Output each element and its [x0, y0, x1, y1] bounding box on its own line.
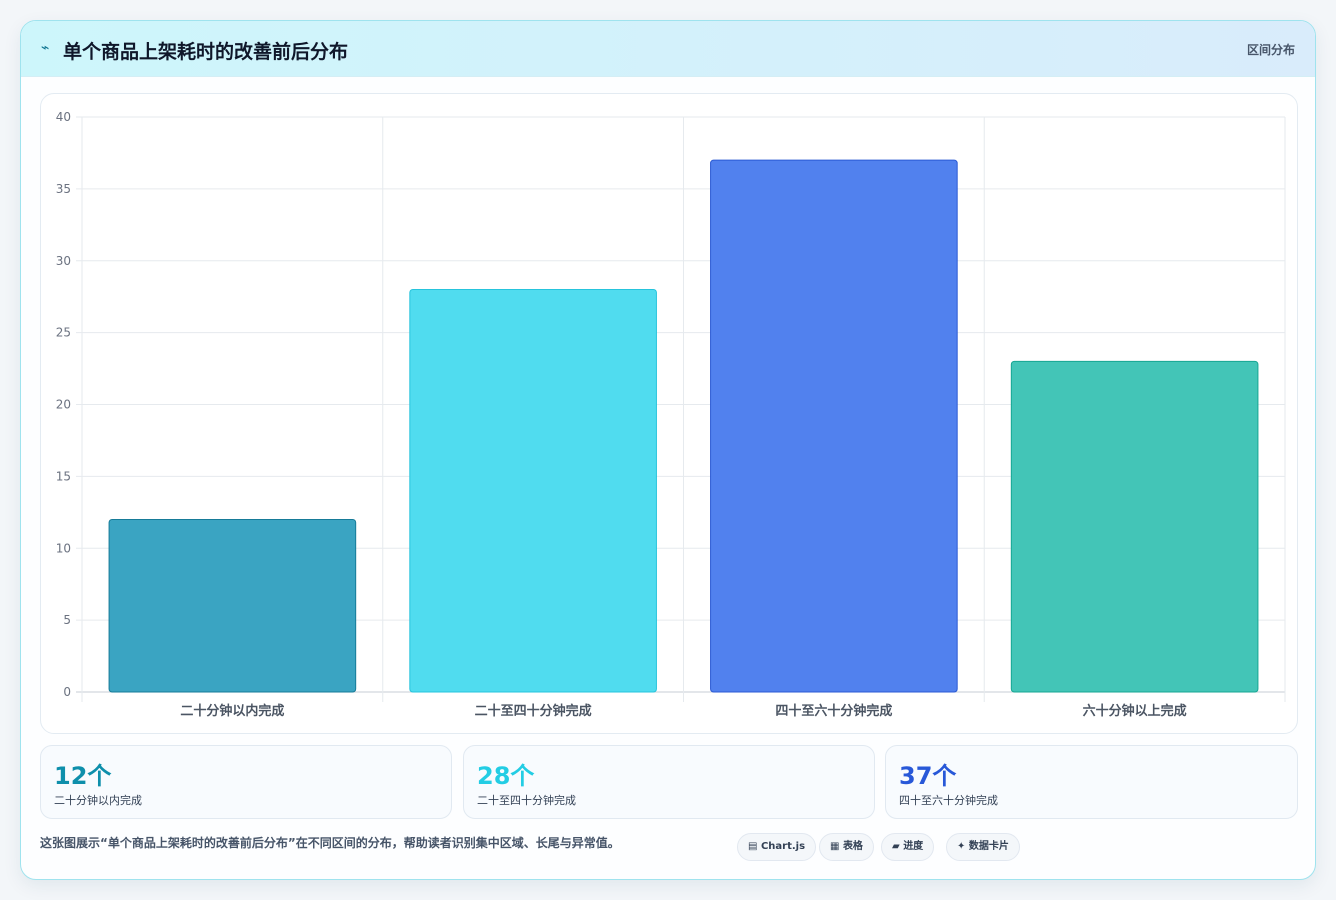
sparkle-icon: ✦ [957, 841, 966, 852]
chart-description: 这张图展示“单个商品上架耗时的改善前后分布”在不同区间的分布，帮助读者识别集中区… [40, 836, 620, 850]
stat-value: 12个 [54, 762, 112, 790]
stat-label: 二十分钟以内完成 [54, 794, 142, 807]
x-tick-label: 二十分钟以内完成 [180, 703, 284, 719]
bar [1010, 360, 1259, 693]
stat-card-1: 12个 二十分钟以内完成 [40, 745, 452, 819]
tag-table[interactable]: ▦ 表格 [819, 833, 874, 861]
y-tick-label: 25 [56, 326, 71, 340]
x-tick-label: 六十分钟以上完成 [1083, 703, 1187, 719]
x-tick-label: 二十至四十分钟完成 [475, 703, 592, 719]
y-tick-label: 5 [63, 613, 71, 627]
progress-icon: ▰ [892, 841, 900, 852]
tag-progress[interactable]: ▰ 进度 [881, 833, 935, 861]
stat-label: 二十至四十分钟完成 [477, 794, 576, 807]
bar [710, 159, 958, 693]
x-tick-label: 四十至六十分钟完成 [775, 703, 892, 719]
tag-label: 表格 [842, 841, 863, 852]
y-tick-label: 35 [56, 182, 71, 196]
chart-card: ⌁ 单个商品上架耗时的改善前后分布 区间分布 0 5 10 15 20 25 30 35 40 二… [20, 20, 1316, 880]
tag-data-card[interactable]: ✦ 数据卡片 [946, 833, 1020, 861]
stat-card-3: 37个 四十至六十分钟完成 [885, 745, 1298, 819]
stat-value: 28个 [477, 762, 535, 790]
chart-icon: ▤ [748, 841, 758, 852]
bar [409, 289, 657, 693]
tag-chartjs[interactable]: ▤ Chart.js [737, 833, 817, 861]
y-tick-label: 30 [56, 254, 71, 268]
tag-label: 数据卡片 [968, 841, 1009, 852]
bar-chart: 0 5 10 15 20 25 30 35 40 二十分钟以内完成 二十至四十分钟完成 四十至六十分钟… [56, 110, 1286, 719]
chart-panel: 0 5 10 15 20 25 30 35 40 二十分钟以内完成 二十至四十分钟完成 四十至六十分钟… [40, 93, 1298, 734]
page-title: 单个商品上架耗时的改善前后分布 [63, 41, 349, 63]
tag-label: 进度 [903, 841, 924, 852]
bar [108, 519, 357, 693]
table-icon: ▦ [830, 841, 840, 852]
y-tick-label: 20 [56, 398, 71, 412]
tag-label: Chart.js [760, 841, 806, 852]
y-tick-label: 40 [56, 110, 71, 124]
y-tick-label: 15 [56, 469, 71, 483]
stat-label: 四十至六十分钟完成 [899, 794, 998, 807]
stat-value: 37个 [899, 762, 957, 790]
chart-type-badge: 区间分布 [1246, 43, 1295, 57]
y-tick-label: 0 [63, 685, 71, 699]
stat-card-2: 28个 二十至四十分钟完成 [463, 745, 875, 819]
chart-line-icon: ⌁ [41, 40, 50, 56]
y-tick-label: 10 [56, 541, 71, 555]
card-header: ⌁ 单个商品上架耗时的改善前后分布 区间分布 [21, 21, 1315, 77]
